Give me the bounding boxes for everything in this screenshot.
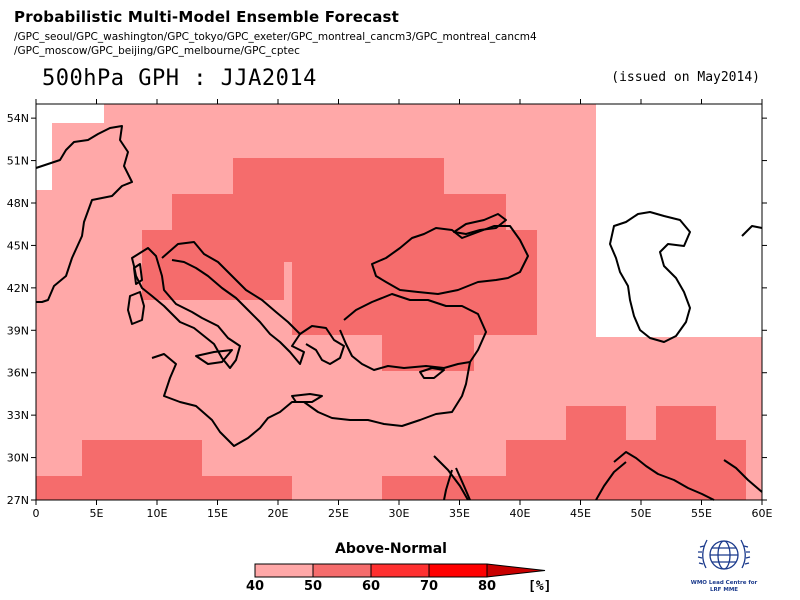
model-list-line-1: /GPC_seoul/GPC_washington/GPC_tokyo/GPC_…: [14, 31, 537, 43]
lon-tick-label: 15E: [207, 507, 228, 520]
coastline-segment: [613, 451, 715, 501]
coastline-segment: [741, 225, 763, 237]
color-legend: Above-Normal 40 50 60 70 80 [%]: [0, 536, 800, 600]
probability-cell: [233, 158, 444, 194]
coastline-segment: [291, 393, 323, 403]
probability-cell: [142, 230, 537, 262]
probability-cell: [292, 262, 537, 335]
probability-cell: [36, 476, 82, 500]
coastline-segment: [453, 213, 507, 235]
legend-title: Above-Normal: [335, 541, 447, 557]
probability-cell: [202, 476, 292, 500]
coastline-segment: [433, 455, 469, 501]
issued-date: (issued on May2014): [611, 70, 760, 85]
lat-tick-label: 45N: [7, 239, 29, 252]
coastline-segment: [161, 241, 305, 365]
legend-unit: [%]: [528, 579, 552, 594]
coastline-segment: [299, 325, 345, 365]
lon-tick-label: 5E: [90, 507, 104, 520]
lon-tick-label: 30E: [389, 507, 410, 520]
legend-swatch-70: [428, 563, 488, 578]
coastline-segment: [723, 459, 763, 493]
coastline-segment: [339, 293, 487, 371]
coastline-segment: [127, 291, 145, 325]
lon-tick-label: 55E: [691, 507, 712, 520]
probability-cell: [626, 440, 746, 500]
probability-cell: [506, 440, 626, 500]
coastline-segment: [133, 263, 143, 285]
legend-label-70: 70: [419, 579, 439, 594]
wmo-emblem-icon: [697, 539, 751, 570]
coastline-segment: [371, 225, 529, 295]
lon-tick-label: 25E: [328, 507, 349, 520]
lat-tick-label: 42N: [7, 282, 29, 295]
lat-tick-label: 30N: [7, 452, 29, 465]
lat-tick-label: 51N: [7, 155, 29, 168]
lat-tick-label: 54N: [7, 112, 29, 125]
variable-season-title: 500hPa GPH : JJA2014: [42, 66, 317, 91]
probability-cell: [36, 104, 52, 190]
legend-label-60: 60: [361, 579, 381, 594]
model-list-line-2: /GPC_moscow/GPC_beijing/GPC_melbourne/GP…: [14, 45, 300, 57]
legend-label-50: 50: [303, 579, 323, 594]
legend-label-80: 80: [477, 579, 497, 594]
lon-tick-label: 20E: [268, 507, 289, 520]
wmo-caption-line-1: WMO Lead Centre for: [690, 580, 758, 586]
legend-colorbar: [254, 563, 546, 578]
lon-tick-label: 35E: [449, 507, 470, 520]
coastline-segment: [195, 349, 233, 365]
coastlines: [35, 125, 763, 501]
lat-tick-label: 27N: [7, 494, 29, 507]
wmo-caption-line-2: LRF MME: [709, 587, 739, 593]
legend-swatch-80-arrow: [486, 563, 546, 578]
lat-tick-label: 33N: [7, 409, 29, 422]
probability-cell: [172, 194, 506, 230]
legend-swatch-60: [370, 563, 430, 578]
lon-tick-label: 10E: [147, 507, 168, 520]
coastline-segment: [595, 461, 627, 501]
forecast-title: Probabilistic Multi-Model Ensemble Forec…: [14, 8, 400, 26]
probability-cell: [82, 440, 202, 500]
coastline-segment: [455, 467, 471, 501]
probability-cell: [382, 335, 474, 371]
coastline-segment: [131, 247, 241, 369]
coastline-segment: [419, 367, 445, 379]
coastline-segment: [609, 211, 691, 343]
probability-grid: [36, 104, 762, 500]
lat-tick-label: 39N: [7, 324, 29, 337]
lon-tick-label: 45E: [570, 507, 591, 520]
legend-swatch-40: [254, 563, 314, 578]
legend-label-40: 40: [245, 579, 265, 594]
probability-cell: [52, 104, 104, 123]
coastline-segment: [151, 353, 471, 447]
lat-tick-label: 48N: [7, 197, 29, 210]
forecast-header: Probabilistic Multi-Model Ensemble Forec…: [0, 0, 800, 100]
lon-tick-label: 60E: [752, 507, 773, 520]
map-axes: 0 5E 10E 15E 20E 25E 30E 35E 40E 45E 50E 55E 60E 27N 3…: [7, 99, 773, 520]
probability-cell: [656, 406, 716, 440]
lon-tick-label: 40E: [510, 507, 531, 520]
legend-swatch-50: [312, 563, 372, 578]
lon-tick-label: 50E: [631, 507, 652, 520]
coastline-segment: [443, 469, 453, 501]
probability-cell: [566, 406, 626, 440]
lon-tick-label: 0: [33, 507, 40, 520]
lat-tick-label: 36N: [7, 367, 29, 380]
coastline-segment: [35, 125, 133, 303]
wmo-logo: WMO Lead Centre for LRF MME: [686, 528, 762, 600]
